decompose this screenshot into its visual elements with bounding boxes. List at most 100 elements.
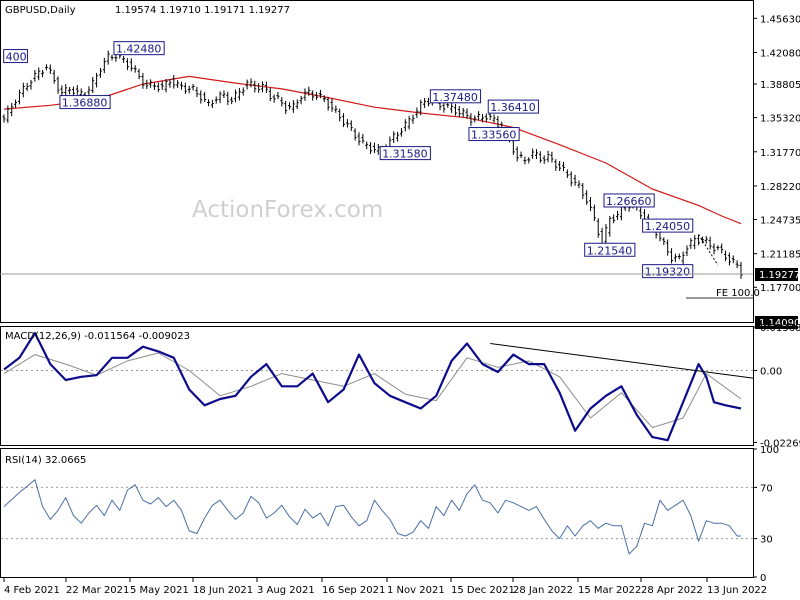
- price-tick-label-3: 1.35320: [760, 114, 800, 125]
- price-bar: [191, 83, 195, 91]
- price-bar: [102, 57, 106, 74]
- price-bar: [183, 82, 187, 94]
- price-bar: [554, 159, 558, 171]
- price-bar: [2, 114, 6, 123]
- level-label-box-3: [429, 89, 482, 104]
- level-label-box-0: [3, 49, 28, 64]
- price-bar: [179, 81, 183, 90]
- price-bar: [372, 142, 376, 153]
- price-bar: [237, 88, 241, 101]
- price-bar: [457, 106, 461, 118]
- watermark: ActionForex.com: [192, 197, 383, 223]
- price-bar: [41, 69, 45, 78]
- price-bar: [133, 65, 137, 73]
- rsi-line: [3, 479, 741, 555]
- rsi-title: RSI(14) 32.0665: [5, 455, 86, 466]
- time-tick-label-4: 3 Aug 2021: [257, 585, 315, 596]
- level-label-box-9: [584, 242, 636, 257]
- price-bar: [589, 197, 593, 212]
- current-price-label: 1.19277: [759, 270, 800, 281]
- macd-tick-label-1: 0.00: [760, 366, 782, 377]
- price-bar: [276, 91, 280, 100]
- price-bar: [56, 76, 60, 94]
- time-tick-label-0: 4 Feb 2021: [4, 585, 60, 596]
- macd-signal-line: [3, 352, 742, 429]
- price-bar: [731, 255, 735, 264]
- price-bar: [33, 69, 37, 82]
- price-bar: [469, 113, 473, 126]
- price-tick-label-4: 1.31770: [760, 148, 800, 159]
- price-bar: [17, 89, 21, 105]
- price-bar: [465, 108, 469, 119]
- level-label-7: 1.26660: [606, 195, 652, 208]
- price-bar: [442, 101, 446, 113]
- level-label-box-5: [468, 127, 520, 142]
- price-bar: [685, 245, 689, 257]
- price-bar: [492, 114, 496, 123]
- macd-line: [3, 331, 742, 442]
- level-label-6: 1.31580: [382, 148, 428, 161]
- price-bar: [720, 243, 724, 254]
- price-bar: [334, 105, 338, 113]
- price-bar: [125, 58, 129, 71]
- rsi-tick-label-3: 0: [760, 573, 766, 584]
- price-bar: [338, 108, 342, 122]
- price-bar: [411, 114, 415, 124]
- price-bar: [531, 148, 535, 159]
- price-bar: [164, 78, 168, 93]
- ma-line: [3, 75, 742, 225]
- price-tick-label-2: 1.38805: [760, 80, 800, 91]
- moving-average: [3, 75, 742, 225]
- price-bar: [91, 76, 95, 94]
- price-bar: [666, 239, 670, 256]
- price-tick-label-7: 1.21185: [760, 250, 800, 261]
- level-label-4: 1.36410: [490, 101, 536, 114]
- price-bar: [137, 68, 141, 80]
- price-bar: [21, 82, 25, 98]
- price-bar: [230, 96, 234, 105]
- price-bar: [527, 157, 531, 164]
- price-bar: [307, 86, 311, 96]
- time-tick-label-8: 28 Jan 2022: [513, 585, 573, 596]
- time-tick-label-6: 1 Nov 2021: [387, 585, 445, 596]
- price-bar: [114, 54, 118, 62]
- price-bar: [581, 182, 585, 199]
- price-bar: [639, 207, 643, 220]
- price-bar: [129, 58, 133, 72]
- price-bar: [681, 251, 685, 265]
- price-bar: [396, 131, 400, 142]
- price-bar: [477, 111, 481, 121]
- price-bar: [152, 82, 156, 90]
- price-bar: [95, 72, 99, 88]
- price-bar: [565, 169, 569, 178]
- price-bar: [156, 82, 160, 93]
- price-bar: [739, 261, 743, 279]
- price-bar: [423, 97, 427, 108]
- price-bar: [596, 218, 600, 238]
- level-label-box-8: [642, 218, 694, 233]
- price-bar: [6, 105, 10, 123]
- price-bar: [550, 151, 554, 163]
- time-tick-label-3: 18 Jun 2021: [193, 585, 253, 596]
- level-label-5: 1.33560: [471, 129, 517, 142]
- price-bar: [708, 236, 712, 250]
- price-bar: [673, 253, 677, 262]
- price-bar: [172, 74, 176, 89]
- price-bar: [253, 80, 257, 93]
- price-bar: [315, 92, 319, 100]
- price-bar: [291, 100, 295, 113]
- price-bar: [712, 243, 716, 255]
- price-bars: [2, 49, 743, 279]
- price-bar: [14, 99, 18, 108]
- price-bar: [280, 96, 284, 107]
- price-bar: [697, 234, 701, 246]
- level-label-box-7: [603, 193, 655, 208]
- price-bar: [585, 190, 589, 205]
- price-bar: [141, 72, 145, 89]
- price-bar: [234, 89, 238, 103]
- price-tick-label-0: 1.45630: [760, 14, 800, 25]
- price-bar: [353, 128, 357, 141]
- price-bar: [376, 143, 380, 155]
- price-bar: [361, 133, 365, 144]
